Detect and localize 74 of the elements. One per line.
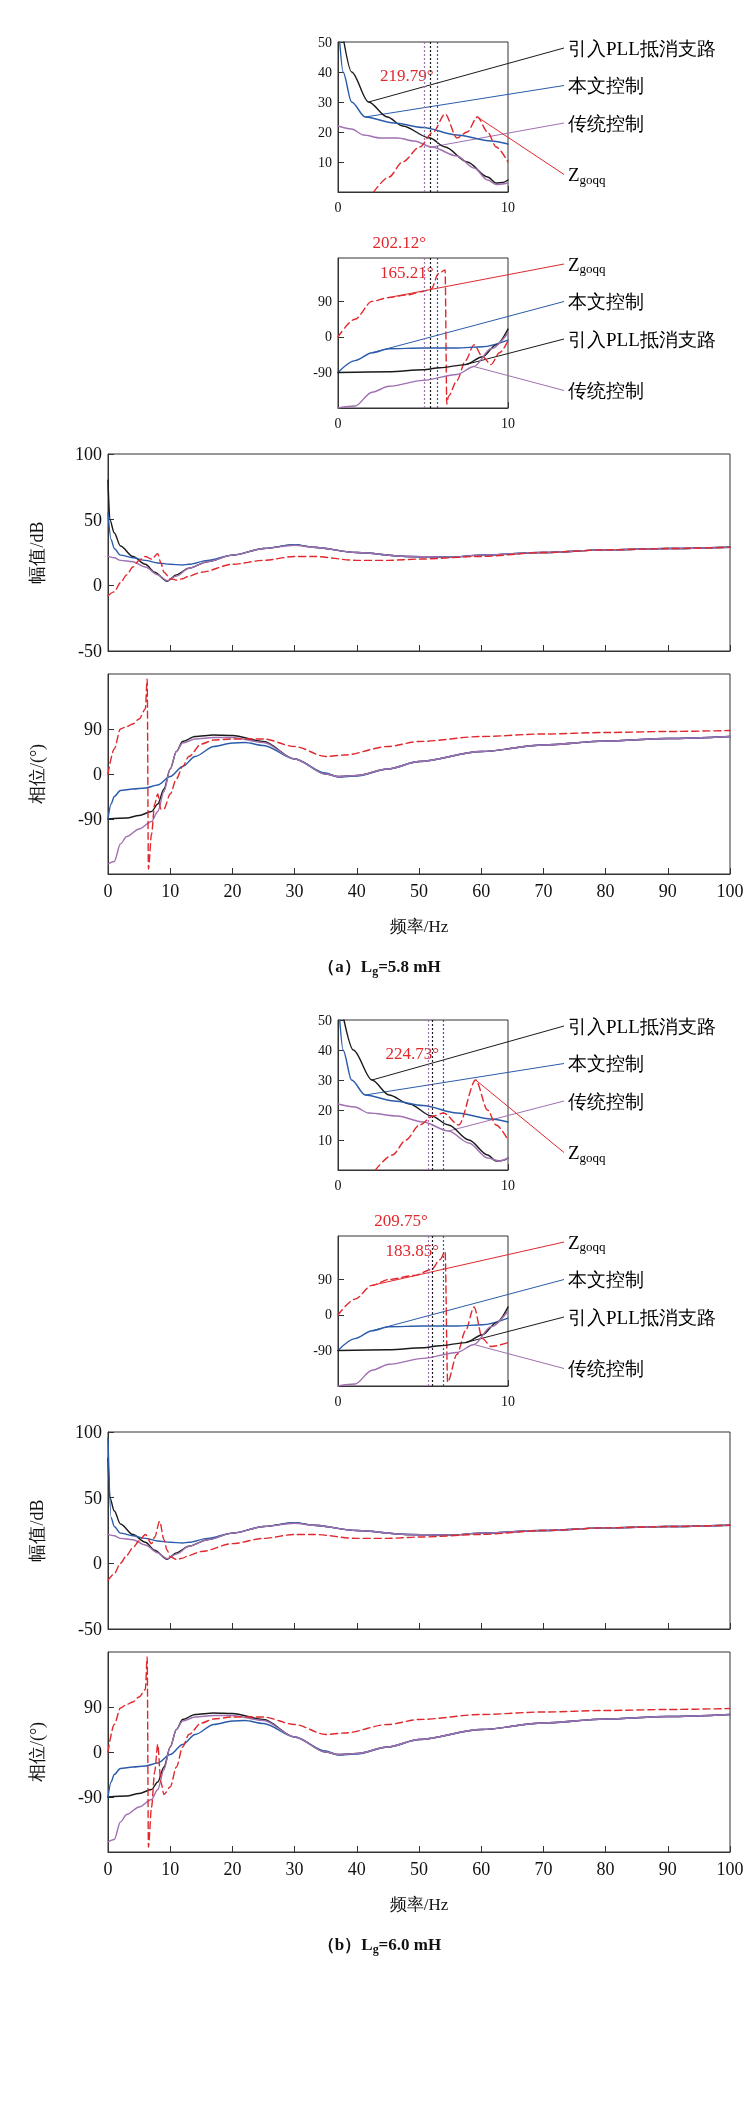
y-tick-label: 50 [84, 509, 102, 530]
x-tick-label: 100 [716, 1859, 744, 1879]
y-tick-label: 90 [84, 1697, 102, 1717]
y-tick-label: 90 [318, 1271, 332, 1287]
legend-label: 传统控制 [568, 380, 644, 401]
annotation: 219.79° [379, 65, 434, 85]
x-tick-label: 100 [716, 881, 744, 901]
x-tick-label: 10 [161, 881, 180, 901]
text: 引入PLL抵消支路 [568, 1306, 716, 1328]
text: 209.75° [374, 1210, 428, 1230]
text: 本文控制 [568, 1053, 644, 1074]
y-tick-label: -50 [78, 641, 102, 661]
y-axis-title: 幅值/dB [27, 1499, 47, 1562]
x-tick-label: 40 [347, 1859, 366, 1879]
text: 本文控制 [568, 1269, 644, 1290]
y-tick-label: 0 [93, 764, 102, 784]
y-axis-title: 相位/(°) [27, 743, 48, 805]
y-tick-label: 40 [318, 64, 332, 80]
y-tick-label: 90 [84, 719, 102, 739]
y-tick-label: 0 [93, 575, 102, 596]
y-tick-label: -90 [313, 364, 332, 380]
x-tick-label: 60 [472, 1859, 491, 1879]
legend-label: 传统控制 [568, 1358, 644, 1379]
x-tick-label: 30 [285, 1859, 304, 1879]
x-tick-label: 90 [658, 1859, 677, 1879]
y-tick-label: 30 [318, 1072, 332, 1088]
x-tick-label: 30 [285, 881, 304, 901]
y-tick-label: 0 [325, 1307, 332, 1323]
y-tick-label: 40 [318, 1042, 332, 1058]
y-tick-label: 50 [318, 1012, 332, 1028]
x-tick-label: 50 [410, 881, 428, 901]
x-tick-label: 80 [596, 881, 615, 901]
x-tick-label: 70 [534, 881, 553, 901]
y-tick-label: 10 [318, 1132, 332, 1148]
x-tick-label: 20 [223, 881, 242, 901]
y-tick-label: 0 [93, 1553, 102, 1574]
x-tick-label: 80 [596, 1859, 615, 1879]
y-axis-title: 幅值/dB [27, 521, 47, 584]
x-tick-label: 10 [161, 1859, 180, 1879]
y-tick-label: 20 [318, 124, 332, 140]
x-tick-label: 90 [658, 881, 677, 901]
x-tick-label: 20 [223, 1859, 242, 1879]
y-tick-label: 30 [318, 94, 332, 110]
y-tick-label: 0 [325, 329, 332, 345]
text: 传统控制 [568, 112, 644, 134]
y-tick-label: 0 [93, 1742, 102, 1762]
text: 引入PLL抵消支路 [568, 37, 716, 59]
y-tick-label: 10 [318, 154, 332, 170]
text: 引入PLL抵消支路 [568, 328, 716, 350]
text: 本文控制 [568, 75, 644, 96]
text: 传统控制 [568, 1090, 644, 1112]
x-axis-title: 频率/Hz [389, 917, 449, 936]
y-tick-label: 50 [84, 1487, 102, 1508]
text: 202.12° [372, 232, 427, 252]
x-tick-label: 70 [534, 1859, 553, 1879]
annotation: 165.21° [379, 262, 434, 282]
y-tick-label: 50 [318, 34, 332, 50]
y-axis-title: 相位/(°) [27, 1721, 48, 1783]
y-tick-label: -90 [78, 809, 102, 829]
y-tick-label: 20 [318, 1102, 332, 1118]
x-axis-title: 频率/Hz [389, 1895, 449, 1914]
annotation: 224.73° [385, 1043, 440, 1063]
text: 本文控制 [568, 291, 644, 312]
y-tick-label: -50 [78, 1619, 102, 1639]
x-tick-label: 50 [410, 1859, 428, 1879]
annotation: 183.85° [385, 1240, 440, 1260]
y-tick-label: 100 [75, 444, 102, 464]
x-tick-label: 40 [347, 881, 366, 901]
y-tick-label: -90 [313, 1342, 332, 1358]
text: 引入PLL抵消支路 [568, 1015, 716, 1037]
y-tick-label: 100 [75, 1422, 102, 1442]
y-tick-label: -90 [78, 1787, 102, 1807]
y-tick-label: 90 [318, 293, 332, 309]
x-tick-label: 60 [472, 881, 491, 901]
